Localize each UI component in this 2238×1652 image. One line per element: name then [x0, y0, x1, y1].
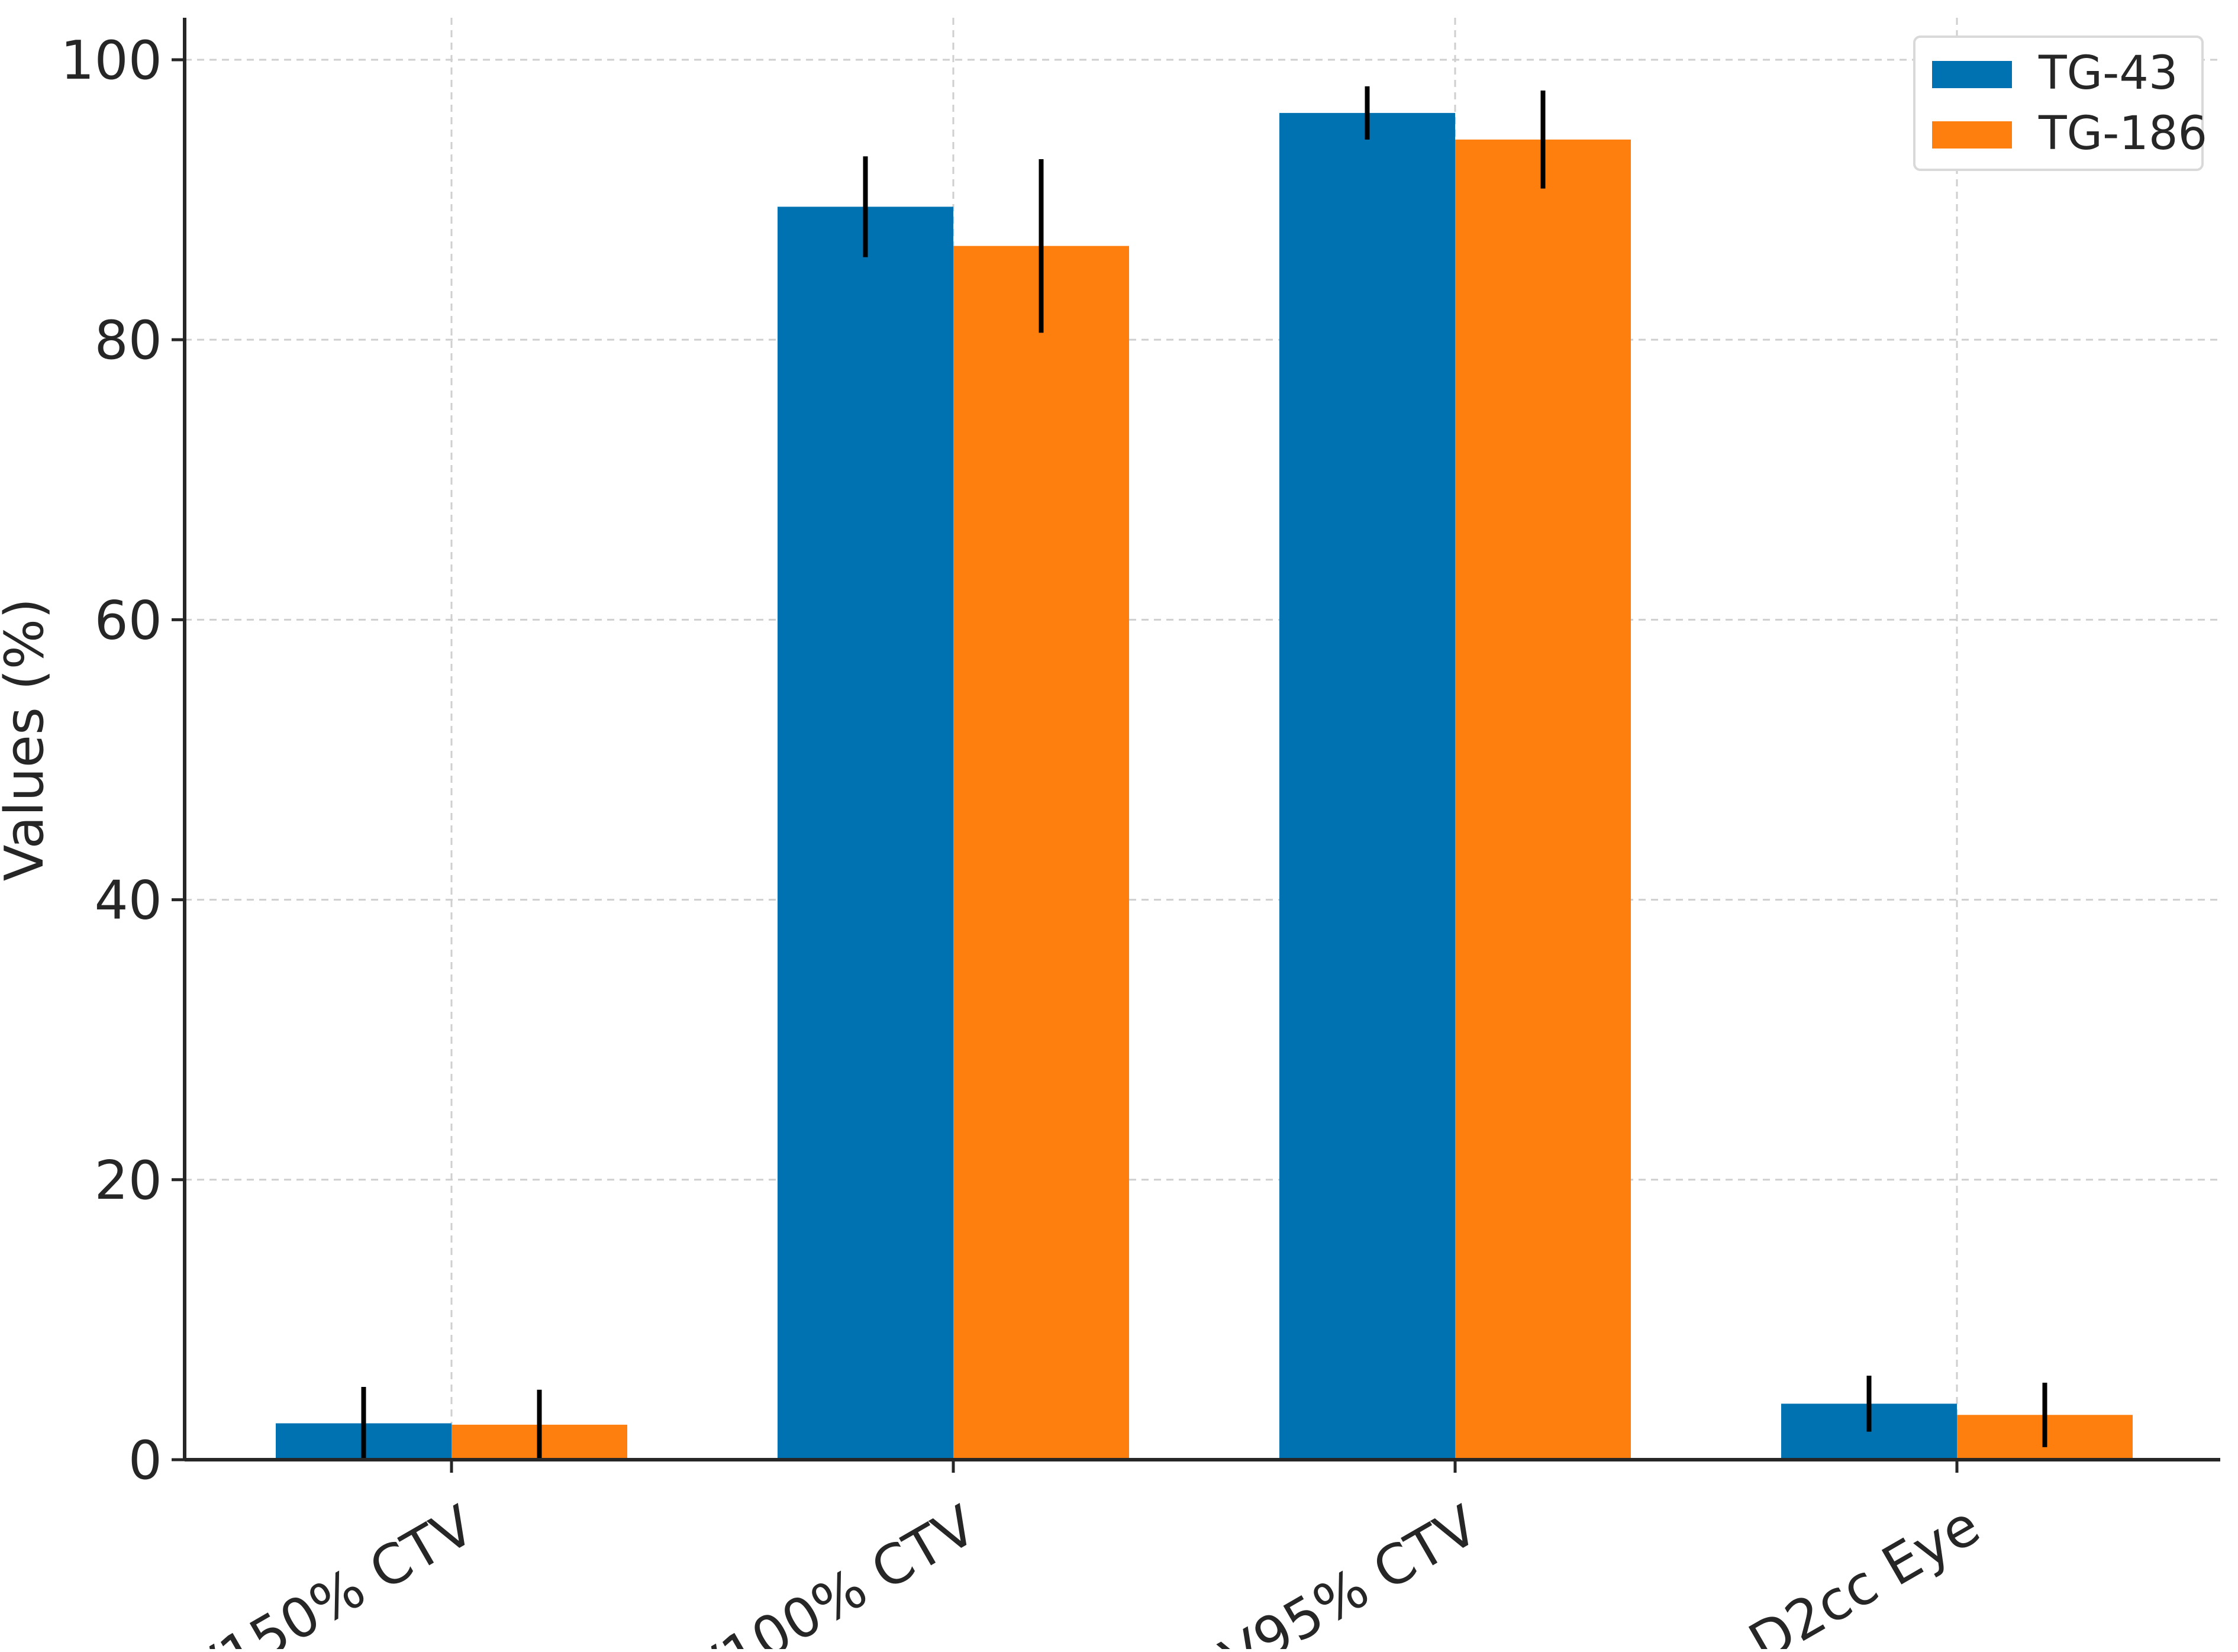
legend-label-tg43: TG-43 [2038, 47, 2178, 100]
x-tick-label: V100% CTV [679, 1493, 986, 1649]
bars [276, 112, 2133, 1460]
bar-tg43 [1279, 112, 1455, 1460]
grid-lines [185, 18, 2220, 1460]
error-bars [361, 86, 2047, 1460]
axes [172, 18, 2220, 1473]
x-tick-label: V150% CTV [177, 1493, 485, 1649]
legend-swatch-tg186 [1932, 121, 2012, 149]
y-axis-title: Values (%) [0, 598, 56, 881]
bar-tg186 [1455, 139, 1631, 1460]
y-tick-label: 0 [128, 1430, 162, 1492]
legend-label-tg186: TG-186 [2038, 107, 2207, 160]
y-tick-label: 80 [94, 309, 162, 372]
bar-tg186 [953, 246, 1129, 1460]
legend: TG-43 TG-186 [1913, 36, 2207, 171]
x-tick-label: D2cc Eye [1739, 1493, 1990, 1649]
y-tick-label: 100 [60, 30, 162, 92]
y-tick-label: 40 [94, 870, 162, 932]
y-tick-label: 60 [94, 589, 162, 651]
bar-tg43 [778, 206, 953, 1460]
x-tick-label: V95% CTV [1211, 1493, 1488, 1649]
legend-swatch-tg43 [1932, 61, 2012, 88]
y-tick-label: 20 [94, 1150, 162, 1212]
